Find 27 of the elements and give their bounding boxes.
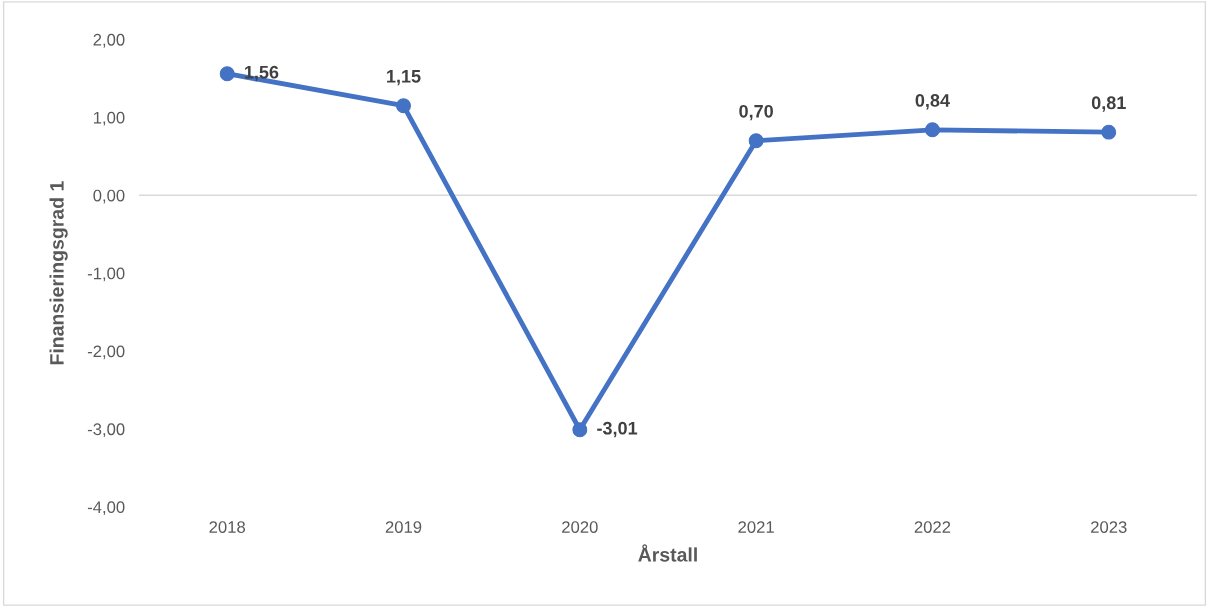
data-label: 0,70: [739, 104, 773, 121]
x-tick-label: 2022: [914, 521, 951, 533]
y-tick-label: -4,00: [87, 501, 125, 516]
y-tick-label: 2,00: [93, 33, 125, 48]
data-label: -3,01: [597, 421, 638, 438]
y-tick-label: -2,00: [87, 345, 125, 360]
point: [396, 98, 411, 114]
point: [924, 122, 940, 138]
point: [748, 133, 764, 149]
point: [219, 66, 235, 82]
x-tick-label: 2018: [209, 521, 246, 533]
data-label: 0,81: [1091, 96, 1126, 112]
y-tick-label: -1,00: [87, 267, 125, 282]
x-tick-label: 2019: [385, 521, 422, 533]
data-label: 1,56: [244, 65, 279, 82]
data-label: 1,15: [387, 70, 421, 86]
x-axis-title: Årstall: [638, 544, 697, 562]
x-tick-label: 2021: [738, 521, 774, 533]
x-tick-label: 2023: [1091, 521, 1127, 533]
point: [572, 422, 588, 438]
y-tick-label: 0,00: [93, 189, 125, 204]
x-tick-label: 2020: [562, 521, 598, 533]
y-tick-label: -3,00: [87, 423, 125, 438]
data-label: 0,84: [915, 94, 950, 110]
y-axis-title: Finansieringsgrad 1: [49, 181, 68, 365]
point: [1101, 124, 1117, 140]
y-tick-label: 1,00: [93, 111, 125, 126]
